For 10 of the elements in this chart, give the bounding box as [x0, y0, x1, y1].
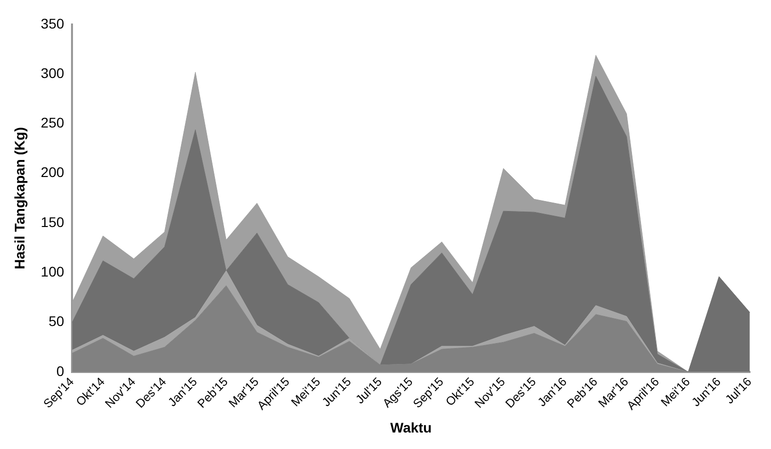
- y-tick-label: 0: [56, 362, 64, 379]
- y-axis-title: Hasil Tangkapan (Kg): [11, 127, 28, 270]
- x-axis-title: Waktu: [390, 419, 432, 436]
- y-tick-label: 300: [40, 64, 64, 81]
- y-tick-label: 100: [40, 264, 64, 280]
- y-tick-label: 350: [40, 15, 64, 32]
- y-tick-label: 200: [40, 164, 64, 180]
- y-tick-label: 50: [48, 313, 64, 330]
- y-tick-label: 150: [40, 214, 64, 230]
- y-tick-label: 250: [40, 114, 64, 131]
